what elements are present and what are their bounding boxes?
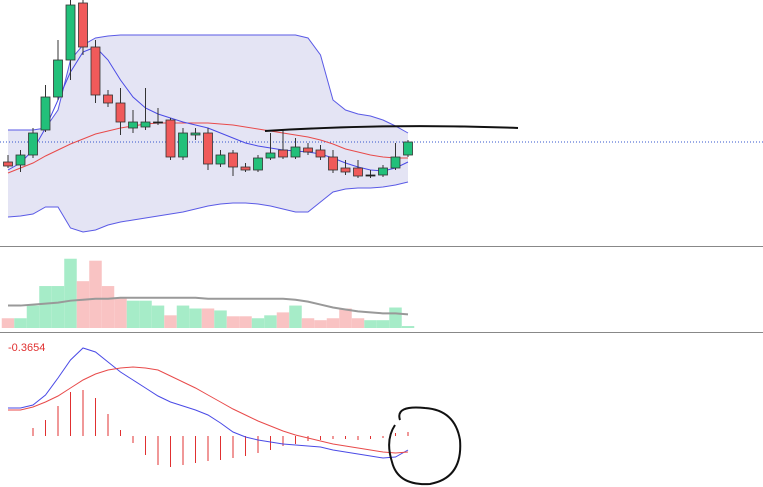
candle-body: [165, 119, 176, 158]
volume-bar: [76, 281, 90, 328]
candle-body: [378, 167, 388, 176]
drawn-line: [264, 125, 519, 132]
candle-body: [65, 4, 76, 61]
candle-body: [140, 121, 151, 128]
volume-bar: [126, 300, 140, 328]
volume-bar: [89, 260, 102, 328]
volume-bar: [301, 318, 315, 328]
volume-bar: [14, 318, 27, 328]
volume-bar: [201, 308, 215, 328]
candle-body: [128, 121, 138, 129]
volume-bar: [289, 305, 302, 328]
volume-bar: [26, 305, 40, 328]
volume-bar: [101, 286, 115, 328]
candle-body: [328, 156, 338, 171]
volume-bar: [51, 286, 65, 328]
candle-body: [78, 2, 88, 48]
candle-body: [3, 161, 13, 167]
volume-bar: [176, 305, 190, 328]
volume-bar: [189, 308, 202, 328]
volume-bar: [364, 320, 377, 328]
volume-bar: [389, 307, 402, 328]
band-lower: [7, 181, 409, 233]
candle-body: [190, 132, 201, 136]
volume-bar: [339, 308, 352, 328]
volume-bar: [314, 320, 327, 328]
candle-body: [278, 149, 288, 158]
volume-bar: [264, 315, 277, 328]
volume-bar: [39, 286, 52, 328]
candle-body: [253, 157, 263, 171]
candle-body: [403, 141, 413, 156]
volume-bar: [114, 297, 127, 328]
volume-ma: [8, 296, 409, 316]
candle-body: [315, 149, 326, 158]
volume-bar: [139, 300, 152, 328]
moving-average: [7, 122, 408, 174]
candle-body: [153, 121, 163, 124]
volume-bar: [276, 312, 290, 328]
candle-body: [40, 96, 51, 131]
candle-body: [265, 152, 276, 159]
volume-bar: [326, 318, 340, 328]
volume-bar: [64, 258, 77, 328]
candle-body: [178, 132, 188, 158]
volume-bar: [251, 318, 265, 328]
candle-body: [290, 146, 301, 158]
volume-bar: [351, 318, 365, 328]
volume-bar: [226, 316, 240, 328]
candle-body: [353, 167, 363, 177]
volume-bar: [376, 320, 390, 328]
candle-body: [103, 94, 113, 104]
macd-line: [8, 347, 409, 459]
candle-body: [115, 102, 126, 123]
candle-body: [390, 156, 401, 169]
candle-body: [28, 132, 38, 156]
candle-body: [53, 59, 63, 98]
plot: [0, 0, 763, 467]
volume-bar: [239, 316, 252, 328]
candle-body: [15, 154, 26, 166]
volume-bar: [151, 305, 165, 328]
candle-body: [203, 132, 213, 165]
candle-body: [240, 166, 251, 171]
candle-body: [340, 167, 351, 173]
candle-body: [303, 147, 313, 153]
drawn-circle: [388, 406, 462, 486]
macd-value-label: -0.3654: [8, 342, 45, 354]
macd-line: [8, 366, 409, 454]
volume-bar: [164, 315, 177, 328]
volume-bar: [1, 318, 15, 328]
candle-body: [365, 174, 376, 177]
volume-bar: [401, 326, 415, 328]
candle-body: [228, 152, 238, 168]
candle-body: [90, 46, 101, 96]
volume-bar: [214, 310, 227, 328]
candle-body: [215, 154, 226, 165]
